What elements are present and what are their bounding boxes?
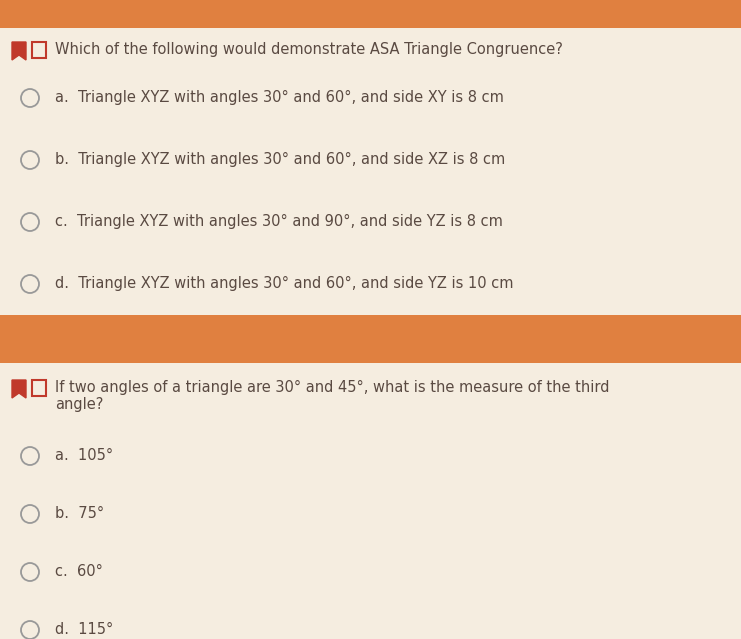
Text: a.  Triangle XYZ with angles 30° and 60°, and side XY is 8 cm: a. Triangle XYZ with angles 30° and 60°,… (55, 90, 504, 105)
Polygon shape (12, 380, 26, 398)
Text: b.  75°: b. 75° (55, 506, 104, 521)
Text: c.  Triangle XYZ with angles 30° and 90°, and side YZ is 8 cm: c. Triangle XYZ with angles 30° and 90°,… (55, 214, 503, 229)
Polygon shape (12, 42, 26, 60)
Text: a.  105°: a. 105° (55, 448, 113, 463)
Text: c.  60°: c. 60° (55, 564, 103, 579)
Text: d.  115°: d. 115° (55, 622, 113, 637)
Text: d.  Triangle XYZ with angles 30° and 60°, and side YZ is 10 cm: d. Triangle XYZ with angles 30° and 60°,… (55, 276, 514, 291)
Text: b.  Triangle XYZ with angles 30° and 60°, and side XZ is 8 cm: b. Triangle XYZ with angles 30° and 60°,… (55, 152, 505, 167)
Text: If two angles of a triangle are 30° and 45°, what is the measure of the third
an: If two angles of a triangle are 30° and … (55, 380, 610, 412)
FancyBboxPatch shape (0, 0, 741, 28)
Text: Which of the following would demonstrate ASA Triangle Congruence?: Which of the following would demonstrate… (55, 42, 563, 57)
FancyBboxPatch shape (0, 315, 741, 363)
